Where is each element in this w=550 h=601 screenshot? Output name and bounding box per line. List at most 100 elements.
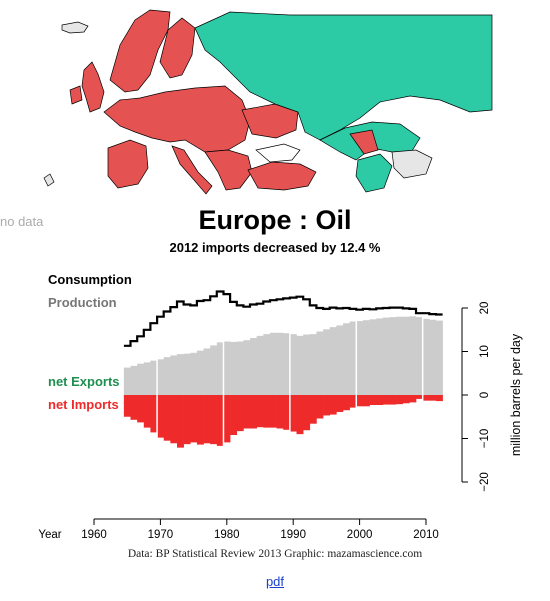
production-bar <box>223 341 231 395</box>
region-italy <box>171 145 213 195</box>
net-import-bar <box>150 395 158 433</box>
net-import-bar <box>382 395 390 405</box>
x-axis-label: Year <box>38 529 61 541</box>
net-import-bar <box>196 395 204 445</box>
data-source: Data: BP Statistical Review 2013 Graphic… <box>127 548 423 560</box>
net-import-bar <box>137 395 145 423</box>
production-bar <box>256 335 264 395</box>
production-bar <box>402 316 410 395</box>
net-import-bar <box>269 395 277 428</box>
production-bar <box>429 319 437 395</box>
net-import-bar <box>362 395 370 407</box>
production-bar <box>157 359 165 395</box>
net-import-bar <box>190 395 198 443</box>
production-bar <box>376 318 384 395</box>
net-import-bar <box>329 395 337 415</box>
net-import-bar <box>369 395 377 406</box>
net-import-bar <box>416 395 423 399</box>
net-import-bar <box>309 395 317 424</box>
net-import-bar <box>230 395 238 436</box>
net-import-bar <box>130 395 138 420</box>
region-north-africa <box>43 173 55 187</box>
net-import-bar <box>236 395 244 432</box>
net-import-bar <box>409 395 417 403</box>
net-import-bar <box>163 395 171 441</box>
x-tick-label: 2000 <box>347 529 373 541</box>
chart-title: Europe : Oil <box>198 205 352 235</box>
net-import-bar <box>296 395 304 435</box>
production-bar <box>369 319 377 395</box>
region-russia <box>194 11 493 141</box>
net-import-bar <box>316 395 324 419</box>
region-iceland <box>61 21 89 34</box>
production-bar <box>143 362 151 395</box>
region-iberia <box>107 139 149 189</box>
net-import-bar <box>157 395 165 438</box>
y-axis-label: million barrels per day <box>509 333 523 456</box>
legend-net-exports: net Exports <box>48 374 120 389</box>
net-import-bar <box>223 395 231 443</box>
europe-oil-map <box>40 0 510 208</box>
production-bar <box>243 340 251 395</box>
net-import-bar <box>283 395 291 430</box>
production-bar <box>296 335 304 395</box>
x-tick-label: 1970 <box>148 529 174 541</box>
net-import-bar <box>263 395 271 428</box>
region-turkey <box>247 161 317 191</box>
production-bar <box>329 327 337 395</box>
region-caucasus <box>355 153 393 193</box>
no-data-label: no data <box>0 214 44 229</box>
net-import-bar <box>183 395 191 445</box>
y-tick-label: −20 <box>479 472 491 492</box>
net-import-bar <box>349 395 357 408</box>
production-bar <box>263 334 271 395</box>
legend-consumption: Consumption <box>48 272 132 287</box>
production-bar <box>316 331 324 395</box>
legend-net-imports: net Imports <box>48 397 119 412</box>
net-import-bar <box>435 395 443 402</box>
net-import-bar <box>356 395 364 407</box>
net-import-bar <box>250 395 257 429</box>
region-uk <box>81 61 105 113</box>
production-bar <box>177 354 184 395</box>
production-bar <box>356 321 364 395</box>
production-bar <box>396 316 404 395</box>
production-bar <box>416 317 423 395</box>
production-bar <box>230 341 238 395</box>
net-import-bar <box>203 395 211 444</box>
region-ireland <box>69 85 83 105</box>
net-import-bar <box>170 395 178 444</box>
y-tick-label: −10 <box>479 429 491 449</box>
net-import-bar <box>289 395 297 432</box>
production-bar <box>283 333 291 395</box>
production-bar <box>123 367 131 395</box>
production-bar <box>276 332 284 395</box>
net-import-bar <box>422 395 430 401</box>
region-black-sea <box>255 143 301 163</box>
consumption-line <box>123 290 443 347</box>
production-bar <box>343 323 350 395</box>
production-bar <box>210 345 218 395</box>
production-bar <box>250 338 257 395</box>
region-uzbekistan <box>349 129 379 155</box>
production-bar <box>196 350 204 395</box>
production-bar <box>203 348 211 395</box>
production-bar <box>409 316 417 395</box>
production-bar <box>289 334 297 395</box>
production-bar <box>150 360 158 395</box>
net-import-bar <box>376 395 384 406</box>
production-bar <box>163 357 171 395</box>
legend-production: Production <box>48 295 117 310</box>
net-import-bar <box>143 395 151 428</box>
net-import-bar <box>276 395 284 429</box>
production-bar <box>190 352 198 395</box>
net-import-bar <box>429 395 437 401</box>
production-bar <box>137 363 145 395</box>
x-tick-label: 1990 <box>280 529 306 541</box>
production-bar <box>130 365 138 395</box>
net-import-bar <box>216 395 224 446</box>
pdf-link[interactable]: pdf <box>265 574 285 589</box>
region-central-asia <box>391 149 433 179</box>
production-bar <box>309 334 317 395</box>
production-bar <box>236 341 244 395</box>
